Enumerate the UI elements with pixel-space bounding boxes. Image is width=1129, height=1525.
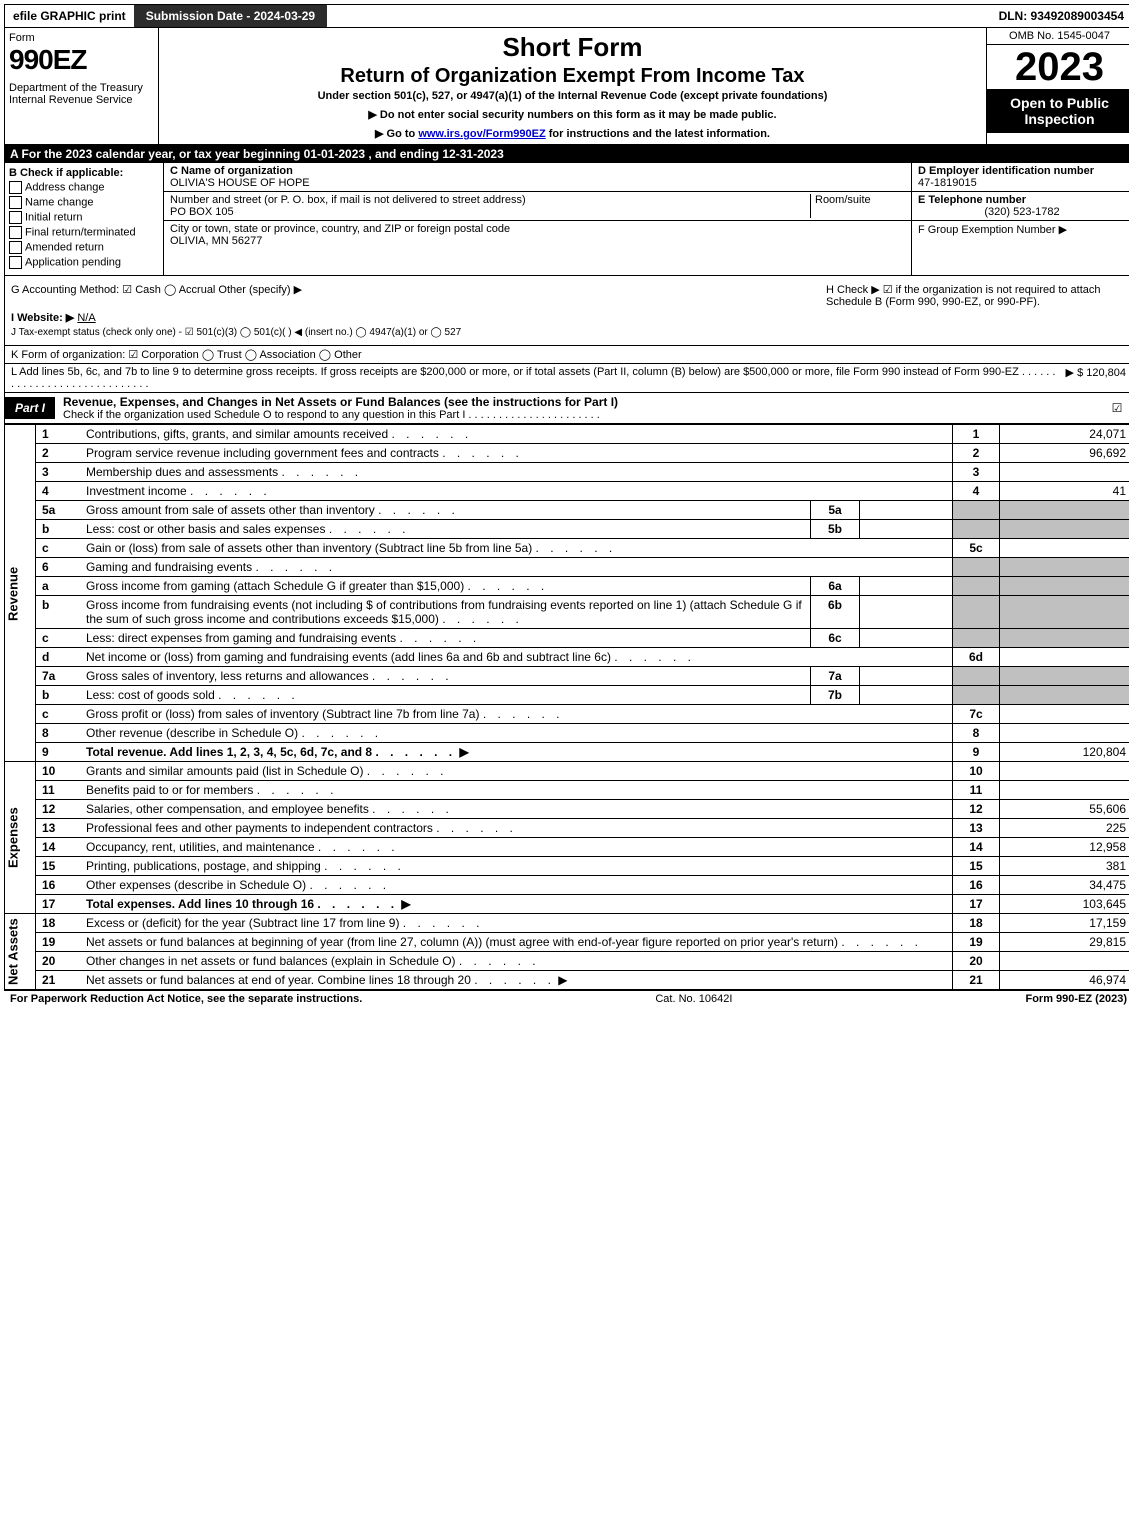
part1-header: Part I Revenue, Expenses, and Changes in… [4, 393, 1129, 424]
form-number: 990EZ [9, 44, 154, 76]
room-suite: Room/suite [810, 194, 905, 218]
part1-sub: Check if the organization used Schedule … [63, 409, 1094, 421]
info-grid: B Check if applicable: Address change Na… [4, 163, 1129, 276]
col-b-title: B Check if applicable: [9, 167, 159, 179]
chk-name-change[interactable]: Name change [9, 196, 159, 209]
col-b: B Check if applicable: Address change Na… [5, 163, 164, 275]
section-tab: Revenue [5, 425, 36, 762]
main-title: Return of Organization Exempt From Incom… [163, 65, 982, 88]
short-form-title: Short Form [163, 32, 982, 63]
header-right: OMB No. 1545-0047 2023 Open to Public In… [986, 28, 1129, 144]
table-row: 3Membership dues and assessments . . . .… [5, 463, 1129, 482]
submission-date: Submission Date - 2024-03-29 [134, 5, 327, 27]
table-row: 7aGross sales of inventory, less returns… [5, 667, 1129, 686]
misc-rows: G Accounting Method: ☑ Cash ◯ Accrual Ot… [4, 276, 1129, 346]
table-row: 5aGross amount from sale of assets other… [5, 501, 1129, 520]
part1-tag: Part I [5, 397, 55, 419]
table-row: 13Professional fees and other payments t… [5, 819, 1129, 838]
part1-check: ☑ [1102, 401, 1129, 415]
table-row: bLess: cost or other basis and sales exp… [5, 520, 1129, 539]
dln-label: DLN: 93492089003454 [991, 5, 1129, 27]
table-row: 19Net assets or fund balances at beginni… [5, 933, 1129, 952]
part1-title: Revenue, Expenses, and Changes in Net As… [63, 395, 618, 409]
table-row: Revenue1Contributions, gifts, grants, an… [5, 425, 1129, 444]
top-left: efile GRAPHIC print Submission Date - 20… [5, 5, 327, 27]
table-row: 16Other expenses (describe in Schedule O… [5, 876, 1129, 895]
table-row: Expenses10Grants and similar amounts pai… [5, 762, 1129, 781]
table-row: 21Net assets or fund balances at end of … [5, 971, 1129, 990]
ein-cell: D Employer identification number 47-1819… [912, 163, 1129, 192]
footer-center: Cat. No. 10642I [655, 993, 732, 1005]
chk-address-change[interactable]: Address change [9, 181, 159, 194]
footer-right: Form Form 990-EZ (2023)990-EZ (2023) [1025, 993, 1127, 1005]
ein-value: 47-1819015 [918, 177, 1126, 189]
chk-initial-return[interactable]: Initial return [9, 211, 159, 224]
table-row: 12Salaries, other compensation, and empl… [5, 800, 1129, 819]
tax-exempt-status: J Tax-exempt status (check only one) - ☑… [11, 327, 461, 338]
irs-link[interactable]: www.irs.gov/Form990EZ [418, 128, 545, 140]
col-de: D Employer identification number 47-1819… [911, 163, 1129, 275]
gross-receipts: ▶ $ 120,804 [1058, 366, 1126, 390]
efile-label[interactable]: efile GRAPHIC print [5, 5, 134, 27]
table-row: cGain or (loss) from sale of assets othe… [5, 539, 1129, 558]
addr-row: Number and street (or P. O. box, if mail… [164, 192, 911, 221]
city-row: City or town, state or province, country… [164, 221, 911, 249]
website-value: N/A [77, 312, 95, 324]
header-left: Form 990EZ Department of the Treasury In… [5, 28, 159, 144]
org-name-row: C Name of organization OLIVIA'S HOUSE OF… [164, 163, 911, 192]
table-row: Net Assets18Excess or (deficit) for the … [5, 914, 1129, 933]
omb-number: OMB No. 1545-0047 [987, 28, 1129, 45]
line-k: K Form of organization: ☑ Corporation ◯ … [4, 346, 1129, 364]
phone-value: (320) 523-1782 [918, 206, 1126, 218]
subtitle: Under section 501(c), 527, or 4947(a)(1)… [163, 90, 982, 102]
table-row: 4Investment income . . . . . .441 [5, 482, 1129, 501]
table-row: 6Gaming and fundraising events . . . . .… [5, 558, 1129, 577]
top-bar: efile GRAPHIC print Submission Date - 20… [4, 4, 1129, 28]
table-row: cLess: direct expenses from gaming and f… [5, 629, 1129, 648]
line-l: L Add lines 5b, 6c, and 7b to line 9 to … [4, 364, 1129, 393]
header-row: Form 990EZ Department of the Treasury In… [4, 28, 1129, 145]
tax-year: 2023 [987, 45, 1129, 89]
org-city: OLIVIA, MN 56277 [170, 235, 262, 247]
lines-table: Revenue1Contributions, gifts, grants, an… [4, 424, 1129, 990]
footer-left: For Paperwork Reduction Act Notice, see … [10, 993, 362, 1005]
table-row: aGross income from gaming (attach Schedu… [5, 577, 1129, 596]
table-row: 11Benefits paid to or for members . . . … [5, 781, 1129, 800]
table-row: dNet income or (loss) from gaming and fu… [5, 648, 1129, 667]
table-row: 8Other revenue (describe in Schedule O) … [5, 724, 1129, 743]
table-row: cGross profit or (loss) from sales of in… [5, 705, 1129, 724]
dept-label: Department of the Treasury Internal Reve… [9, 82, 154, 106]
footer: For Paperwork Reduction Act Notice, see … [4, 990, 1129, 1007]
schedule-b-check: H Check ▶ ☑ if the organization is not r… [826, 283, 1126, 308]
table-row: 9Total revenue. Add lines 1, 2, 3, 4, 5c… [5, 743, 1129, 762]
group-exemption: F Group Exemption Number ▶ [912, 221, 1129, 238]
table-row: 14Occupancy, rent, utilities, and mainte… [5, 838, 1129, 857]
table-row: 20Other changes in net assets or fund ba… [5, 952, 1129, 971]
note-ssn: ▶ Do not enter social security numbers o… [163, 108, 982, 121]
table-row: bGross income from fundraising events (n… [5, 596, 1129, 629]
chk-amended[interactable]: Amended return [9, 241, 159, 254]
chk-pending[interactable]: Application pending [9, 256, 159, 269]
section-a: A For the 2023 calendar year, or tax yea… [4, 145, 1129, 163]
section-tab: Net Assets [5, 914, 36, 990]
org-name: OLIVIA'S HOUSE OF HOPE [170, 177, 310, 189]
org-addr: PO BOX 105 [170, 206, 234, 218]
table-row: 2Program service revenue including gover… [5, 444, 1129, 463]
table-row: bLess: cost of goods sold . . . . . .7b [5, 686, 1129, 705]
website-row: I Website: ▶ N/A [11, 311, 96, 324]
chk-final-return[interactable]: Final return/terminated [9, 226, 159, 239]
note-link: ▶ Go to www.irs.gov/Form990EZ for instru… [163, 127, 982, 140]
open-public: Open to Public Inspection [987, 89, 1129, 133]
phone-cell: E Telephone number (320) 523-1782 [912, 192, 1129, 221]
header-center: Short Form Return of Organization Exempt… [159, 28, 986, 144]
section-tab: Expenses [5, 762, 36, 914]
form-label: Form [9, 32, 154, 44]
col-c: C Name of organization OLIVIA'S HOUSE OF… [164, 163, 911, 275]
table-row: 15Printing, publications, postage, and s… [5, 857, 1129, 876]
table-row: 17Total expenses. Add lines 10 through 1… [5, 895, 1129, 914]
accounting-method: G Accounting Method: ☑ Cash ◯ Accrual Ot… [11, 283, 302, 296]
